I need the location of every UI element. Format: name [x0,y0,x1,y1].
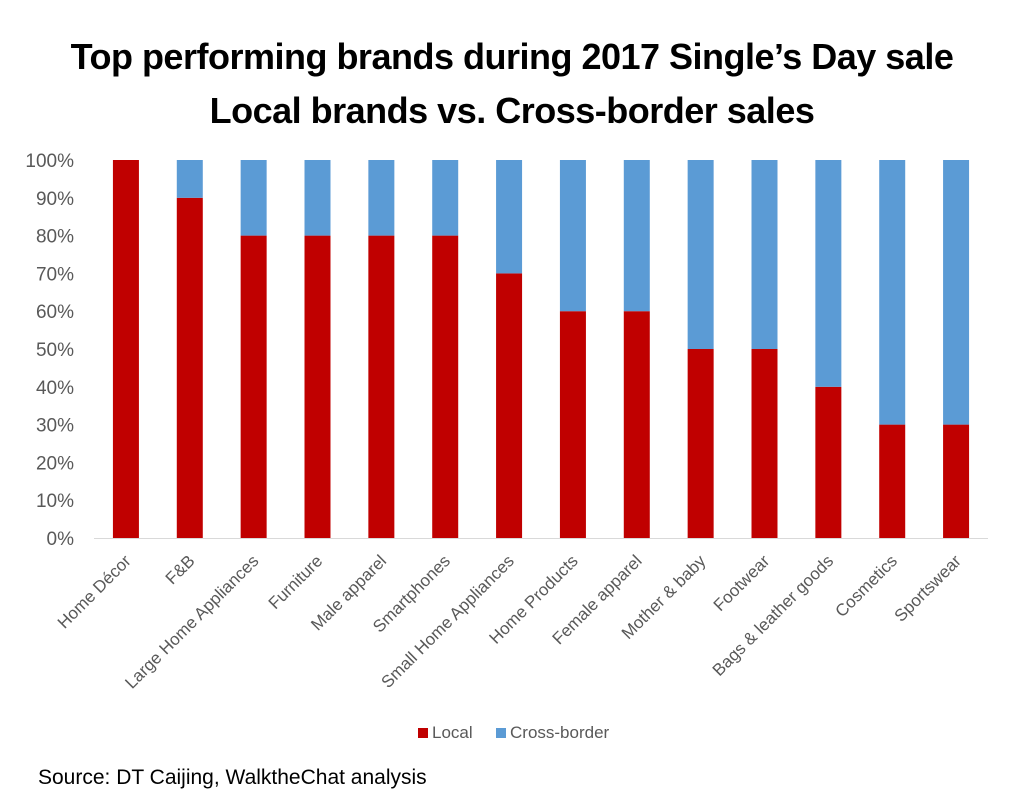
y-tick-label: 100% [25,151,74,172]
legend-label-local: Local [432,723,473,742]
bar-segment-cross-border [815,160,842,387]
y-tick-label: 80% [36,227,74,248]
x-tick-label: Furniture [265,551,327,613]
chart-title: Top performing brands during 2017 Single… [70,36,954,77]
y-tick-label: 0% [47,529,75,550]
bar-segment-local [815,386,842,538]
legend-swatch-local [418,728,428,738]
y-tick-label: 70% [36,264,74,285]
bar-segment-cross-border [496,160,523,274]
bar-segment-cross-border [879,160,906,425]
chart-subtitle: Local brands vs. Cross-border sales [209,90,815,131]
bar-segment-cross-border [240,160,267,236]
bar-segment-local [176,197,203,539]
bar-segment-local [368,235,395,538]
bar-segment-local [240,235,267,538]
bar-segment-local [432,235,459,538]
bar-segment-local [112,160,139,538]
x-tick-label: Sportswear [891,551,965,625]
y-tick-label: 20% [36,453,74,474]
x-tick-label: Home Décor [54,551,135,632]
y-tick-label: 10% [36,491,74,512]
bar-segment-cross-border [559,160,586,312]
y-tick-label: 30% [36,416,74,437]
bar-segment-cross-border [943,160,970,425]
bar-segment-local [687,349,714,538]
y-tick-label: 60% [36,302,74,323]
x-tick-label: Footwear [710,551,774,615]
bar-segment-local [304,235,331,538]
bar-segment-local [943,424,970,538]
y-tick-label: 90% [36,189,74,210]
bar-segment-cross-border [368,160,395,236]
bar-segment-cross-border [687,160,714,349]
bar-segment-cross-border [176,160,203,198]
stacked-bar-chart: 0% 10% 20% 30% 40% 50% 60% 70% 80% 90% 100% Home D… [25,151,988,742]
bar-segment-cross-border [304,160,331,236]
bar-segment-local [559,311,586,538]
bar-segment-local [623,311,650,538]
x-tick-label: Cosmetics [831,551,901,621]
y-tick-label: 40% [36,378,74,399]
bar-segment-local [496,273,523,538]
legend: Local Cross-border [418,723,610,742]
y-tick-label: 50% [36,340,74,361]
x-tick-label: Large Home Appliances [121,551,262,692]
y-axis: 0% 10% 20% 30% 40% 50% 60% 70% 80% 90% 100% [25,151,74,550]
bar-segment-cross-border [623,160,650,312]
x-tick-label: Bags & leather goods [709,551,837,679]
bar-segment-local [751,349,778,538]
bars [112,160,970,539]
bar-segment-cross-border [432,160,459,236]
legend-label-cross-border: Cross-border [510,723,610,742]
bar-segment-local [879,424,906,538]
x-tick-label: F&B [162,551,199,588]
source-note: Source: DT Caijing, WalktheChat analysis [38,766,427,789]
legend-swatch-cross-border [496,728,506,738]
bar-segment-cross-border [751,160,778,349]
